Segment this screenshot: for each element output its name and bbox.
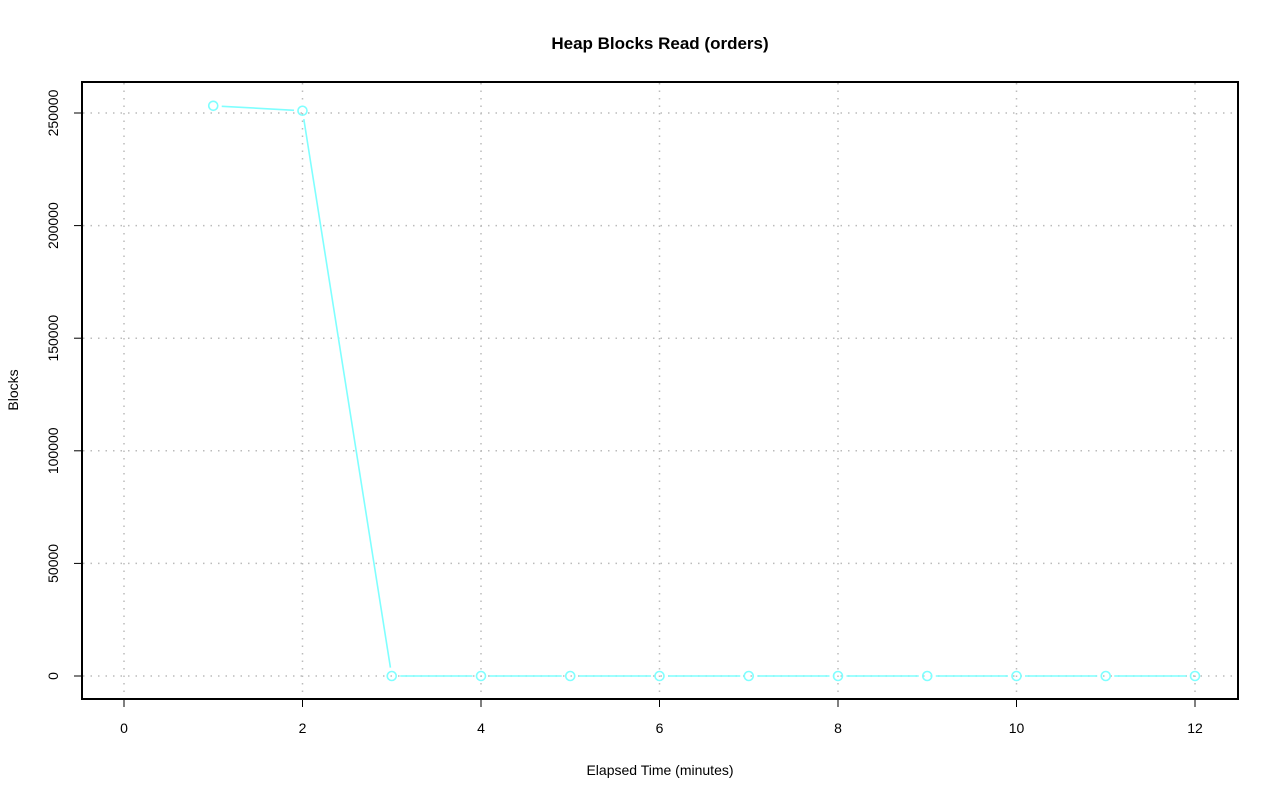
y-axis-label: Blocks	[5, 369, 21, 410]
data-point	[297, 105, 308, 117]
plot-frame	[81, 81, 1239, 700]
x-tick-label: 8	[834, 720, 842, 736]
data-point	[1100, 670, 1112, 682]
data-point	[207, 100, 219, 112]
y-tick-label: 150000	[45, 315, 61, 362]
data-point	[475, 670, 487, 682]
y-tick-label: 100000	[45, 427, 61, 474]
data-point	[654, 670, 665, 682]
data-point	[1011, 670, 1022, 682]
axes: 0 2 4 6 8 10 12 0 50000 100000 150000 200000 250000	[45, 89, 1203, 736]
x-tick-label: 12	[1187, 720, 1203, 736]
data-point	[921, 670, 933, 682]
y-tick-label: 0	[45, 672, 61, 680]
x-axis-label: Elapsed Time (minutes)	[586, 762, 733, 778]
grid	[83, 83, 1237, 698]
data-point	[832, 670, 844, 682]
series	[207, 100, 1201, 682]
data-point	[1189, 670, 1201, 682]
x-tick-label: 4	[477, 720, 485, 736]
y-tick-label: 50000	[45, 544, 61, 583]
y-tick-label: 250000	[45, 89, 61, 136]
x-tick-label: 2	[299, 720, 307, 736]
data-point	[564, 670, 576, 682]
x-tick-label: 6	[656, 720, 664, 736]
data-point	[386, 670, 398, 682]
series-line-segment	[221, 105, 295, 112]
series-line-segment	[303, 119, 392, 668]
x-tick-label: 10	[1009, 720, 1025, 736]
chart-title: Heap Blocks Read (orders)	[551, 34, 768, 53]
x-tick-label: 0	[120, 720, 128, 736]
data-point	[743, 670, 755, 682]
y-tick-label: 200000	[45, 202, 61, 249]
